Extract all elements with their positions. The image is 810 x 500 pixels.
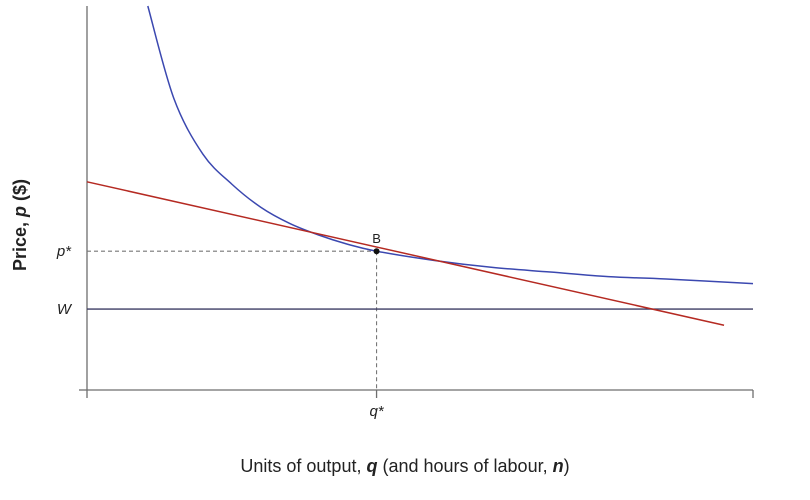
x-axis-title: Units of output, q (and hours of labour,… [240, 456, 569, 476]
y-tick-label-p-star: p* [56, 243, 72, 260]
point-b-label: B [372, 231, 381, 246]
y-tick-label-w: W [57, 301, 73, 318]
x-tick-label-q-star: q* [369, 403, 384, 420]
isoprofit-curve [147, 5, 754, 285]
demand-line [86, 181, 725, 326]
point-b [373, 248, 380, 255]
y-axis-title: Price, p ($) [10, 179, 30, 271]
